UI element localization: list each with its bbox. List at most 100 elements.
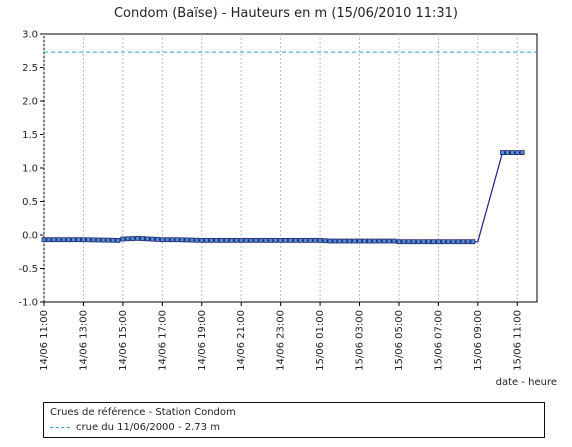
data-point [71,237,76,243]
data-point [450,239,456,245]
data-point [228,237,234,243]
data-point [411,239,417,245]
data-point [431,239,436,245]
data-point [312,237,318,243]
x-tick-label: 15/06 03:00 [355,310,366,371]
data-point [283,237,288,243]
data-point [288,237,293,243]
data-point [347,238,353,244]
data-point [179,237,185,243]
data-point [243,237,249,243]
data-point [194,237,200,243]
y-tick-label: 3.0 [22,30,38,41]
data-point [505,150,510,155]
plot-frame [43,33,538,303]
legend-title: Crues de référence - Station Condom [50,407,236,418]
data-point [337,238,343,244]
data-point [169,237,175,243]
legend-entry-label: crue du 11/06/2000 - 2.73 m [76,422,220,433]
data-point [238,237,244,243]
data-point [371,238,377,244]
data-point [258,237,264,243]
data-point [164,237,170,243]
data-point [273,237,279,243]
data-point [100,237,106,243]
legend-entry: crue du 11/06/2000 - 2.73 m [50,422,220,433]
data-point [342,238,348,244]
data-point [150,236,155,242]
data-point [445,239,451,245]
data-point [41,237,47,243]
x-tick-label: 15/06 07:00 [433,310,444,371]
data-point [396,239,402,245]
data-point [51,237,57,243]
data-point [204,237,210,243]
data-point [381,238,387,244]
data-point [209,237,215,243]
data-point [145,236,150,242]
data-point [120,236,126,242]
data-point [61,237,67,243]
data-point [85,237,91,243]
data-point [189,237,195,243]
x-tick-label: 15/06 01:00 [315,310,326,371]
x-tick-label: 15/06 05:00 [394,310,405,371]
data-point [297,237,303,243]
data-point [154,237,160,242]
data-point [435,239,441,245]
data-point [66,237,72,243]
y-tick-label: 2.5 [22,63,38,74]
data-point [332,238,338,244]
data-point [440,239,446,245]
data-point [174,237,180,243]
data-point [406,239,412,245]
data-point [327,238,333,244]
data-point [135,235,141,241]
data-point [416,239,422,245]
data-point [391,238,397,244]
data-point [184,237,190,243]
x-tick-label: 14/06 17:00 [157,310,168,371]
data-point [362,238,367,244]
x-tick-label: 14/06 21:00 [236,310,247,371]
data-point [199,237,205,243]
data-point [90,237,96,243]
x-tick-label: 14/06 11:00 [39,310,50,371]
y-tick-label: 2.0 [22,97,38,108]
y-tick-label: -0.5 [18,264,38,275]
data-point [460,239,466,245]
data-point [159,237,165,243]
data-point [253,237,259,243]
data-point [140,236,146,242]
data-point [293,237,298,243]
y-tick-label: 1.5 [22,130,38,141]
x-tick-label: 14/06 15:00 [118,310,129,371]
data-point [470,239,476,245]
y-tick-label: 1.0 [22,164,38,175]
series-line [44,151,523,243]
data-point [514,150,520,155]
x-tick-label: 15/06 11:00 [512,310,523,371]
data-point [224,237,229,243]
legend-dashed-line-swatch [50,427,70,428]
data-point [465,239,471,245]
data-point [233,237,239,243]
data-point [421,239,427,245]
data-point [110,237,116,243]
data-point [46,237,52,243]
data-point [95,237,101,243]
data-point [509,150,515,155]
legend: Crues de référence - Station Condom crue… [43,402,545,438]
data-point [263,237,269,243]
data-point [376,238,382,244]
x-tick-label: 14/06 13:00 [78,310,89,371]
data-point [317,237,323,243]
data-point [76,237,81,243]
data-point [130,236,136,241]
x-tick-label: 14/06 23:00 [276,310,287,371]
data-point [248,237,254,243]
data-point [519,150,525,155]
x-tick-label: 14/06 19:00 [197,310,208,371]
chart-title: Condom (Baïse) - Hauteurs en m (15/06/20… [113,6,459,21]
